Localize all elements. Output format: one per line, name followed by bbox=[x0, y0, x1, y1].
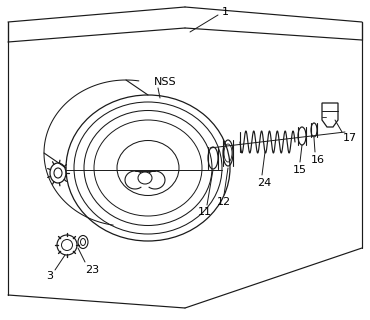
Text: 24: 24 bbox=[257, 178, 271, 188]
Text: 11: 11 bbox=[198, 207, 212, 217]
Text: 17: 17 bbox=[343, 133, 357, 143]
Text: 1: 1 bbox=[222, 7, 229, 17]
Text: 23: 23 bbox=[85, 265, 99, 275]
Text: NSS: NSS bbox=[154, 77, 176, 87]
Text: 15: 15 bbox=[293, 165, 307, 175]
Text: 12: 12 bbox=[217, 197, 231, 207]
Text: 3: 3 bbox=[47, 271, 54, 281]
Text: 16: 16 bbox=[311, 155, 325, 165]
